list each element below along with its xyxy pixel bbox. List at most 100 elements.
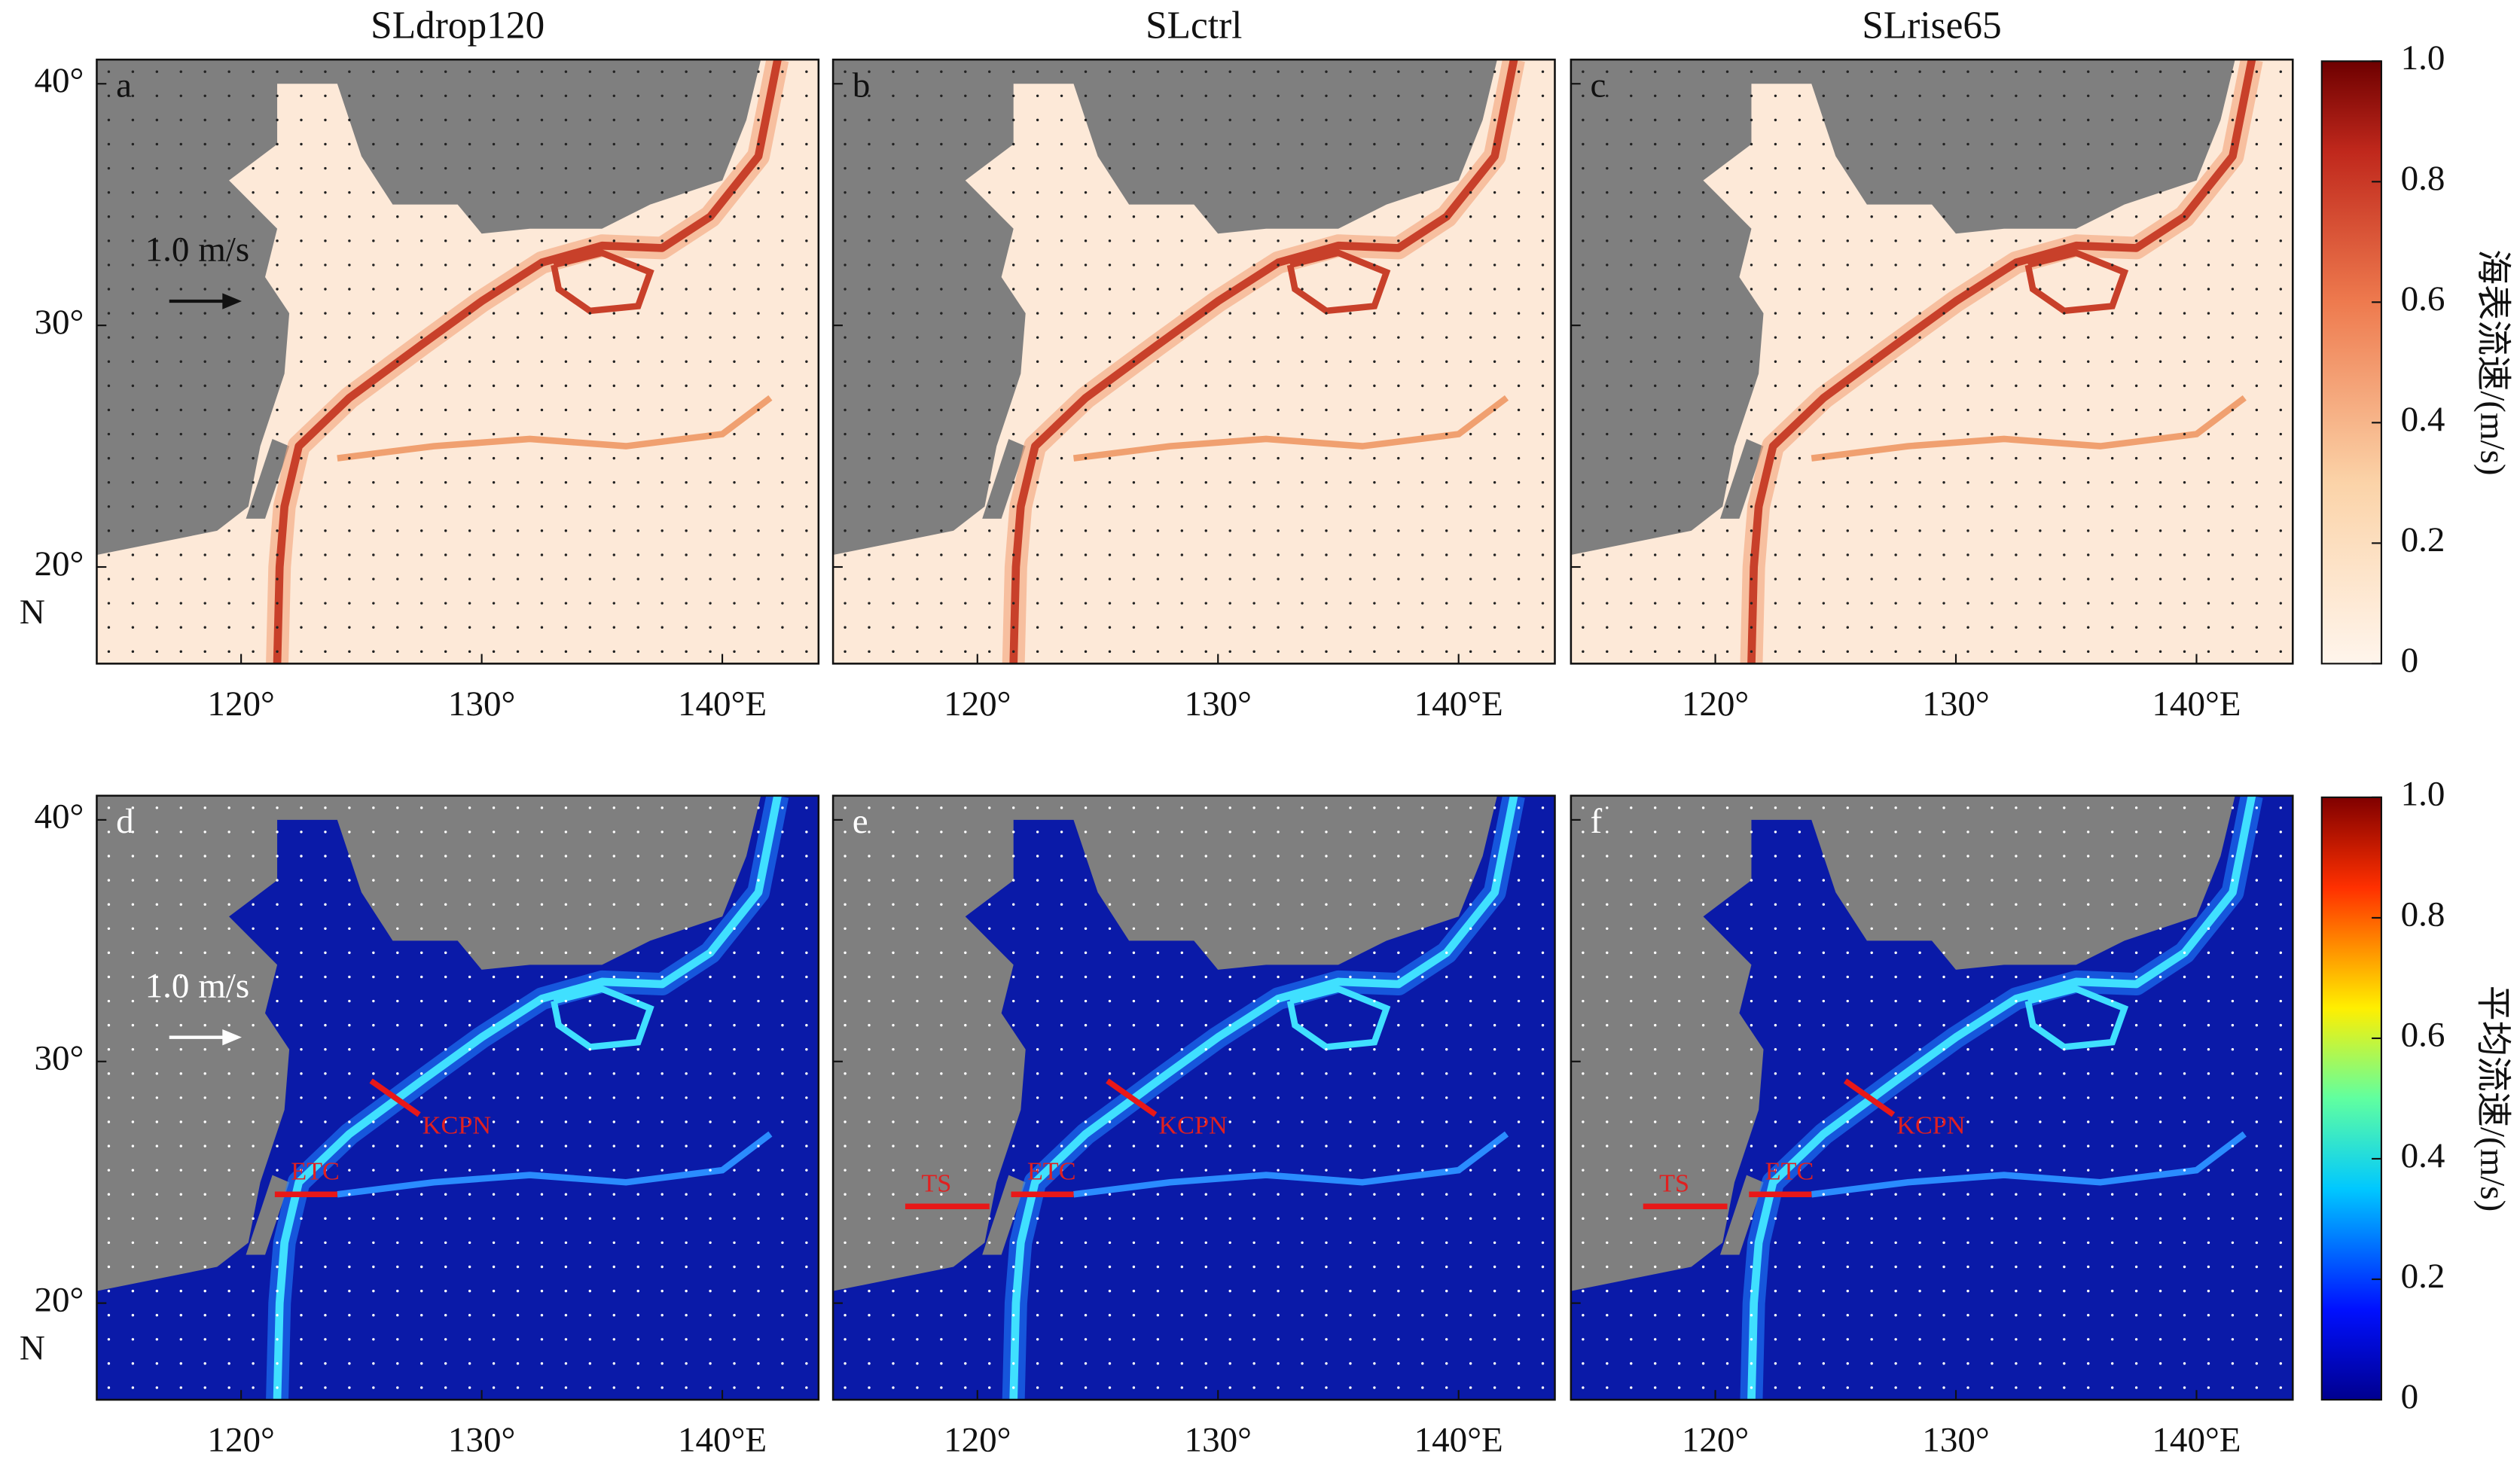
vector-dot [2039, 626, 2042, 629]
vector-dot [2183, 1193, 2186, 1196]
vector-dot [324, 855, 327, 858]
vector-dot [1798, 432, 1802, 436]
vector-dot [1493, 118, 1496, 122]
vector-dot [1060, 118, 1063, 122]
vector-dot [733, 384, 736, 388]
vector-dot [1277, 855, 1280, 858]
vector-dot [1541, 1048, 1545, 1051]
vector-dot [516, 432, 520, 436]
vector-dot [916, 70, 919, 73]
vector-dot [372, 1338, 375, 1341]
vector-dot [1132, 1023, 1136, 1027]
vector-dot [1894, 1072, 1897, 1075]
vector-dot [1846, 975, 1849, 979]
vector-dot [252, 215, 255, 218]
vector-dot [1677, 1096, 1681, 1099]
vector-dot [1870, 806, 1873, 809]
vector-dot [892, 1362, 895, 1365]
vector-dot [2063, 505, 2066, 508]
eddy [2024, 986, 2129, 1050]
vector-dot [2207, 1023, 2210, 1027]
vector-dot [1750, 118, 1753, 122]
vector-dot [2255, 855, 2259, 858]
vector-dot [1228, 578, 1231, 581]
vector-dot [227, 927, 230, 930]
vector-dot [1204, 806, 1207, 809]
vector-dot [1421, 142, 1424, 146]
vector-dot [540, 1217, 544, 1221]
vector-dot [1036, 1096, 1039, 1099]
vector-dot [1011, 831, 1015, 834]
vector-dot [155, 529, 159, 532]
vector-dot [300, 1144, 303, 1147]
vector-dot [179, 1120, 182, 1123]
vector-dot [2183, 975, 2186, 979]
vector-dot [468, 1023, 471, 1027]
vector-dot [516, 1048, 520, 1051]
vector-dot [348, 650, 351, 654]
vector-dot [564, 70, 568, 73]
vector-dot [1774, 927, 1777, 930]
vector-dot [1606, 1144, 1609, 1147]
vector-dot [131, 166, 135, 170]
vector-dot [1421, 312, 1424, 315]
vector-dot [1252, 432, 1255, 436]
vector-dot [444, 480, 447, 484]
vector-dot [1606, 215, 1609, 218]
vector-dot [1606, 1386, 1609, 1389]
vector-dot [1822, 190, 1826, 194]
vector-dot [2231, 951, 2235, 955]
vector-dot [612, 831, 616, 834]
vector-dot [1349, 70, 1352, 73]
vector-dot [203, 336, 206, 339]
vector-dot [1918, 360, 1921, 363]
vector-dot [1798, 190, 1802, 194]
vector-dot [540, 529, 544, 532]
vector-dot [1011, 288, 1015, 291]
vector-dot [2134, 94, 2138, 97]
vector-dot [1991, 1217, 1994, 1221]
vector-dot [564, 1265, 568, 1269]
vector-dot [252, 553, 255, 556]
vector-dot [2231, 1023, 2235, 1027]
vector-dot [2087, 1313, 2090, 1317]
vector-dot [179, 1144, 182, 1147]
vector-dot [1677, 529, 1681, 532]
vector-dot [227, 360, 230, 363]
vector-dot [1822, 626, 1826, 629]
vector-dot [2015, 239, 2018, 242]
vector-dot [964, 288, 967, 291]
vector-dot [348, 142, 351, 146]
vector-dot [1606, 1120, 1609, 1123]
vector-dot [1156, 855, 1160, 858]
vector-dot [1774, 951, 1777, 955]
vector-dot [179, 1072, 182, 1075]
vector-dot [1918, 190, 1921, 194]
vector-dot [324, 831, 327, 834]
vector-dot [805, 190, 808, 194]
vector-dot [1846, 1386, 1849, 1389]
vector-dot [1084, 118, 1088, 122]
vector-dot [1156, 312, 1160, 315]
vector-dot [588, 288, 592, 291]
vector-dot [2231, 602, 2235, 605]
vector-dot [131, 1289, 135, 1293]
vector-dot [661, 1313, 664, 1317]
vector-dot [1277, 975, 1280, 979]
vector-dot [612, 1048, 616, 1051]
vector-dot [2207, 1072, 2210, 1075]
vector-dot [844, 602, 847, 605]
vector-dot [1011, 1169, 1015, 1172]
vector-dot [203, 288, 206, 291]
vector-dot [2183, 999, 2186, 1003]
vector-dot [1870, 1193, 1873, 1196]
vector-dot [1846, 480, 1849, 484]
vector-dot [1582, 927, 1585, 930]
vector-dot [2255, 1241, 2259, 1245]
vector-dot [1445, 1338, 1448, 1341]
vector-dot [2039, 1169, 2042, 1172]
vector-dot [1942, 1048, 1945, 1051]
vector-dot [540, 553, 544, 556]
vector-dot [2063, 951, 2066, 955]
vector-dot [1445, 1169, 1448, 1172]
